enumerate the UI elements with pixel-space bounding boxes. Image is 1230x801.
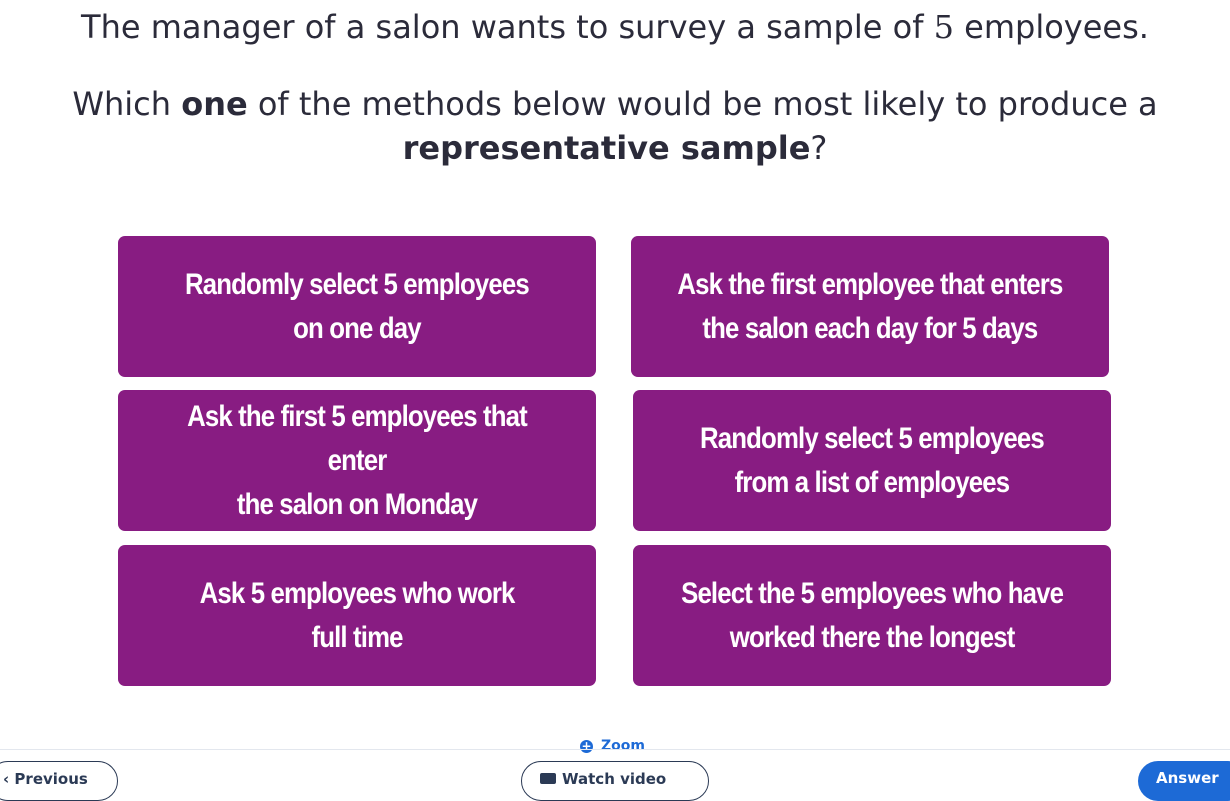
answer-option-2[interactable]: Ask the first employee that enters the s… — [631, 236, 1109, 377]
answer-line: on one day — [293, 311, 421, 345]
answer-line: the salon on Monday — [236, 487, 478, 521]
answer-line: Ask the first employee that enters — [677, 267, 1063, 301]
answer-line: full time — [311, 620, 403, 654]
answer-option-1[interactable]: Randomly select 5 employees on one day — [118, 236, 596, 377]
answer-button[interactable]: Answer — [1138, 761, 1230, 801]
answer-option-5[interactable]: Ask 5 employees who work full time — [118, 545, 596, 686]
chevron-left-icon: ‹ — [3, 770, 10, 788]
video-icon — [540, 773, 556, 784]
question: The manager of a salon wants to survey a… — [0, 4, 1230, 170]
answer-line: Randomly select 5 employees — [185, 267, 530, 301]
zoom-button[interactable]: + Zoom — [580, 738, 645, 754]
sample-size: 5 — [933, 8, 954, 46]
footer-divider — [0, 749, 1230, 750]
answer-line: worked there the longest — [729, 620, 1016, 654]
answer-line: Ask the first 5 employees that enter — [187, 399, 528, 477]
answer-line: from a list of employees — [734, 465, 1011, 499]
answer-option-3[interactable]: Ask the first 5 employees that enter the… — [118, 390, 596, 531]
zoom-in-icon: + — [580, 738, 593, 753]
answer-line: Randomly select 5 employees — [700, 421, 1045, 455]
zoom-label: Zoom — [601, 738, 645, 754]
question-intro: The manager of a salon wants to survey a… — [81, 8, 1149, 46]
answer-option-4[interactable]: Randomly select 5 employees from a list … — [633, 390, 1111, 531]
answer-option-6[interactable]: Select the 5 employees who have worked t… — [633, 545, 1111, 686]
previous-button[interactable]: ‹ Previous — [0, 761, 118, 801]
answer-line: the salon each day for 5 days — [702, 311, 1039, 345]
question-prompt: Which one of the methods below would be … — [72, 85, 1158, 167]
answer-line: Ask 5 employees who work — [199, 576, 516, 610]
answer-line: Select the 5 employees who have — [680, 576, 1064, 610]
watch-video-button[interactable]: Watch video — [521, 761, 709, 801]
